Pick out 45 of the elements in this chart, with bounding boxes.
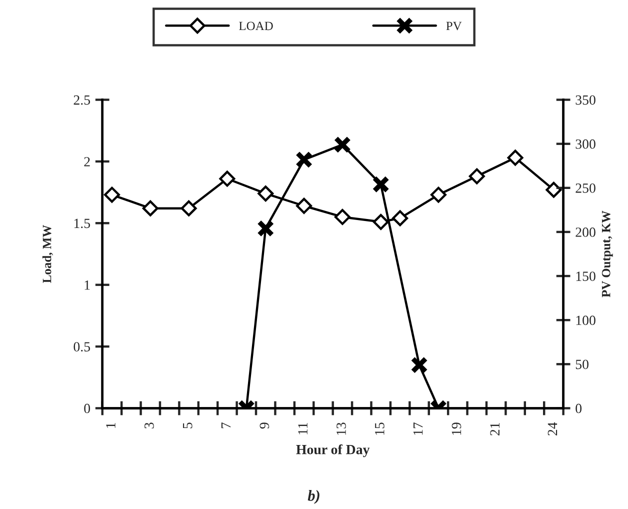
- y-tick-label: 0.5: [74, 342, 90, 352]
- point: [258, 186, 274, 202]
- point: [219, 170, 236, 187]
- point: [372, 214, 389, 230]
- x-tick-label: 1: [106, 422, 116, 428]
- point: [104, 186, 120, 203]
- point: [430, 186, 446, 203]
- x-tick-label: 9: [260, 422, 270, 429]
- y2-tick-label: 100: [576, 316, 596, 326]
- x-tick-label: 11: [298, 422, 308, 434]
- x-tick-label: 21: [490, 422, 500, 436]
- point: [296, 198, 312, 214]
- text: b): [308, 490, 320, 504]
- x-tick-label: 5: [183, 422, 192, 428]
- point: [392, 210, 408, 226]
- point: [507, 150, 524, 166]
- x-tick-label: 3: [144, 422, 154, 428]
- y2-tick-label: 300: [576, 139, 596, 149]
- y2-tick-label: 250: [576, 183, 596, 193]
- y2-tick-label: 200: [576, 228, 596, 237]
- point: [180, 200, 197, 216]
- y-tick-label: 2.5: [74, 95, 90, 105]
- y2-tick-label: 0: [576, 404, 582, 414]
- y-tick-label: 0: [84, 404, 90, 414]
- y-axis-title: Load, MW: [42, 225, 54, 283]
- y-tick-label: 2: [84, 157, 90, 166]
- x-tick-label: 15: [375, 422, 384, 435]
- y2-axis-title: PV Output, KW: [602, 210, 613, 298]
- legend-label: PV: [446, 22, 462, 30]
- y-tick-label: 1.5: [74, 218, 90, 228]
- x-tick-label: 24: [548, 422, 558, 436]
- x-tick-label: 13: [336, 422, 346, 435]
- point: [142, 200, 158, 216]
- y2-tick-label: 350: [576, 95, 596, 105]
- point: [334, 208, 350, 225]
- x-tick-label: 7: [221, 422, 231, 428]
- legend-label: LOAD: [239, 22, 273, 30]
- y2-tick-label: 150: [576, 272, 596, 281]
- point: [546, 182, 562, 198]
- x-tick-label: 19: [452, 422, 462, 435]
- x-tick-label: 17: [413, 422, 423, 435]
- x-axis-title: Hour of Day: [296, 444, 370, 458]
- y2-tick-label: 50: [576, 360, 588, 370]
- y-tick-label: 1: [84, 280, 90, 290]
- point: [468, 168, 485, 184]
